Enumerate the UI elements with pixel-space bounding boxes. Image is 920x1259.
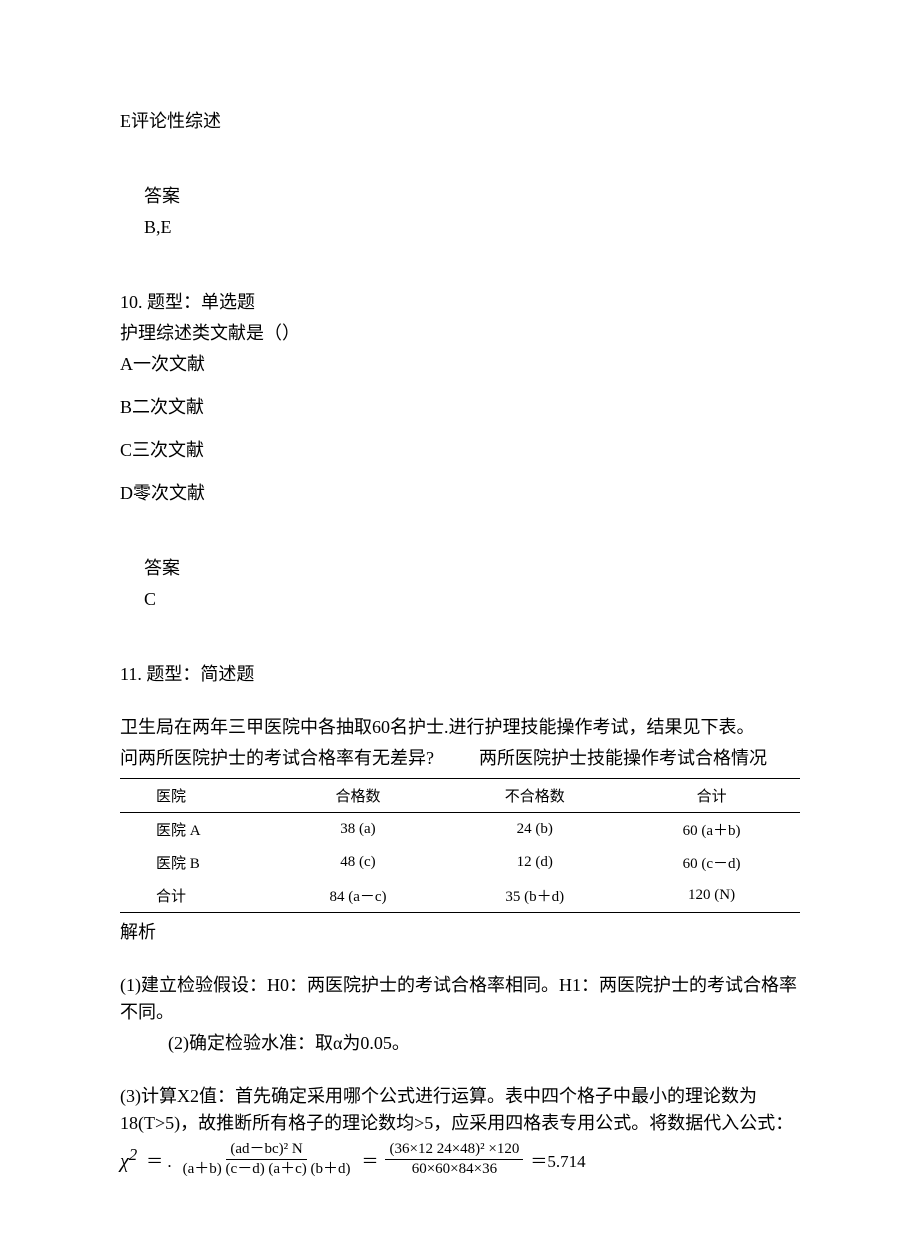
q10-option-c: C三次文献 xyxy=(120,437,800,464)
q11-stem-2a: 问两所医院护士的考试合格率有无差异? xyxy=(120,748,434,768)
q11-stem-2: 问两所医院护士的考试合格率有无差异? 两所医院护士技能操作考试合格情况 xyxy=(120,745,800,772)
q11-step2: (2)确定检验水准：取α为0.05。 xyxy=(120,1030,800,1057)
table-cell: 120 (N) xyxy=(623,879,800,913)
q10-answer-value: C xyxy=(120,586,800,613)
table-col-1: 合格数 xyxy=(270,779,447,813)
q11-table: 医院 合格数 不合格数 合计 医院 A 38 (a) 24 (b) 60 (a＋… xyxy=(120,778,800,913)
table-col-0: 医院 xyxy=(120,779,270,813)
eq-sign: ＝ xyxy=(358,1147,381,1172)
q11-analysis-label: 解析 xyxy=(120,919,800,946)
table-cell: 35 (b＋d) xyxy=(446,879,623,913)
frac1-num: (ad－bc)² N xyxy=(226,1141,306,1160)
q11-stem-2b: 两所医院护士技能操作考试合格情况 xyxy=(479,748,767,768)
q10-stem: 护理综述类文献是（） xyxy=(120,320,800,347)
q11-step1: (1)建立检验假设：H0：两医院护士的考试合格率相同。H1：两医院护士的考试合格… xyxy=(120,972,800,1026)
frac1-den: (a＋b) (c－d) (a＋c) (b＋d) xyxy=(179,1160,355,1178)
fraction-1: (ad－bc)² N (a＋b) (c－d) (a＋c) (b＋d) xyxy=(179,1141,355,1179)
table-header-row: 医院 合格数 不合格数 合计 xyxy=(120,779,800,813)
table-cell: 38 (a) xyxy=(270,813,447,847)
q9-answer-value: B,E xyxy=(120,214,800,241)
document-page: E评论性综述 答案 B,E 10. 题型：单选题 护理综述类文献是（） A一次文… xyxy=(0,0,920,1259)
q10-answer-label: 答案 xyxy=(120,555,800,582)
table-cell: 60 (a＋b) xyxy=(623,813,800,847)
table-row: 合计 84 (a－c) 35 (b＋d) 120 (N) xyxy=(120,879,800,913)
q10-option-d: D零次文献 xyxy=(120,480,800,507)
q9-answer-label: 答案 xyxy=(120,183,800,210)
q11-formula: χ2 ＝ . (ad－bc)² N (a＋b) (c－d) (a＋c) (b＋d… xyxy=(120,1141,800,1179)
table-col-3: 合计 xyxy=(623,779,800,813)
q10-option-b: B二次文献 xyxy=(120,394,800,421)
q11-number: 11. 题型：简述题 xyxy=(120,661,800,688)
table-cell: 24 (b) xyxy=(446,813,623,847)
q10-number: 10. 题型：单选题 xyxy=(120,289,800,316)
chi-symbol: χ2 xyxy=(120,1145,139,1174)
table-cell: 60 (c－d) xyxy=(623,846,800,879)
q10-option-a: A一次文献 xyxy=(120,351,800,378)
fraction-2: (36×12 24×48)² ×120 60×60×84×36 xyxy=(385,1141,523,1179)
result: ＝5.714 xyxy=(527,1147,588,1172)
eq-sign: ＝ . xyxy=(143,1147,175,1172)
q11-step3: (3)计算X2值：首先确定采用哪个公式进行运算。表中四个格子中最小的理论数为18… xyxy=(120,1083,800,1137)
table-cell: 医院 A xyxy=(120,813,270,847)
q9-option-e: E评论性综述 xyxy=(120,108,800,135)
table-row: 医院 A 38 (a) 24 (b) 60 (a＋b) xyxy=(120,813,800,847)
table-cell: 48 (c) xyxy=(270,846,447,879)
table-cell: 医院 B xyxy=(120,846,270,879)
table-cell: 12 (d) xyxy=(446,846,623,879)
table-cell: 84 (a－c) xyxy=(270,879,447,913)
table-col-2: 不合格数 xyxy=(446,779,623,813)
frac2-den: 60×60×84×36 xyxy=(408,1160,501,1178)
frac2-num: (36×12 24×48)² ×120 xyxy=(385,1141,523,1160)
table-row: 医院 B 48 (c) 12 (d) 60 (c－d) xyxy=(120,846,800,879)
table-cell: 合计 xyxy=(120,879,270,913)
q11-stem-1: 卫生局在两年三甲医院中各抽取60名护士.进行护理技能操作考试，结果见下表。 xyxy=(120,714,800,741)
